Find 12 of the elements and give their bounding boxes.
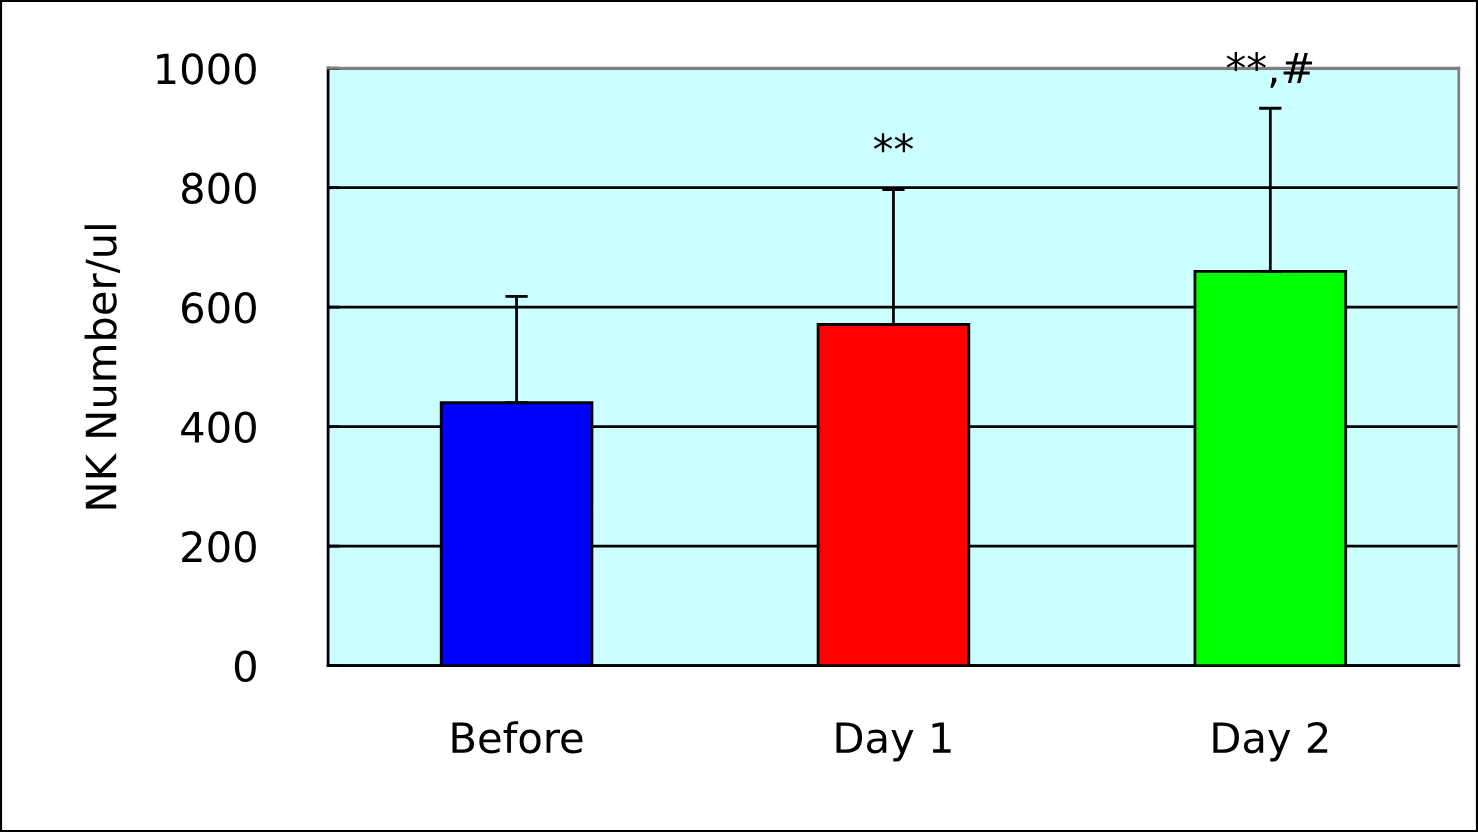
x-tick-label: Day 1 [836, 722, 951, 762]
y-tick-label: 200 [182, 531, 256, 563]
y-tick-label: 1000 [157, 53, 256, 85]
annotation: **,# [1226, 51, 1313, 88]
y-tick-label: 0 [234, 650, 256, 683]
y-tick-label: 800 [181, 172, 256, 205]
x-tick-label: Before [452, 721, 583, 754]
y-tick-label: 600 [182, 292, 256, 324]
x-tick-label: Day 2 [1213, 721, 1328, 762]
annotation: ** [873, 133, 914, 153]
y-tick-label: 400 [181, 411, 256, 444]
y-axis-title: NK Number/ul [84, 225, 121, 509]
